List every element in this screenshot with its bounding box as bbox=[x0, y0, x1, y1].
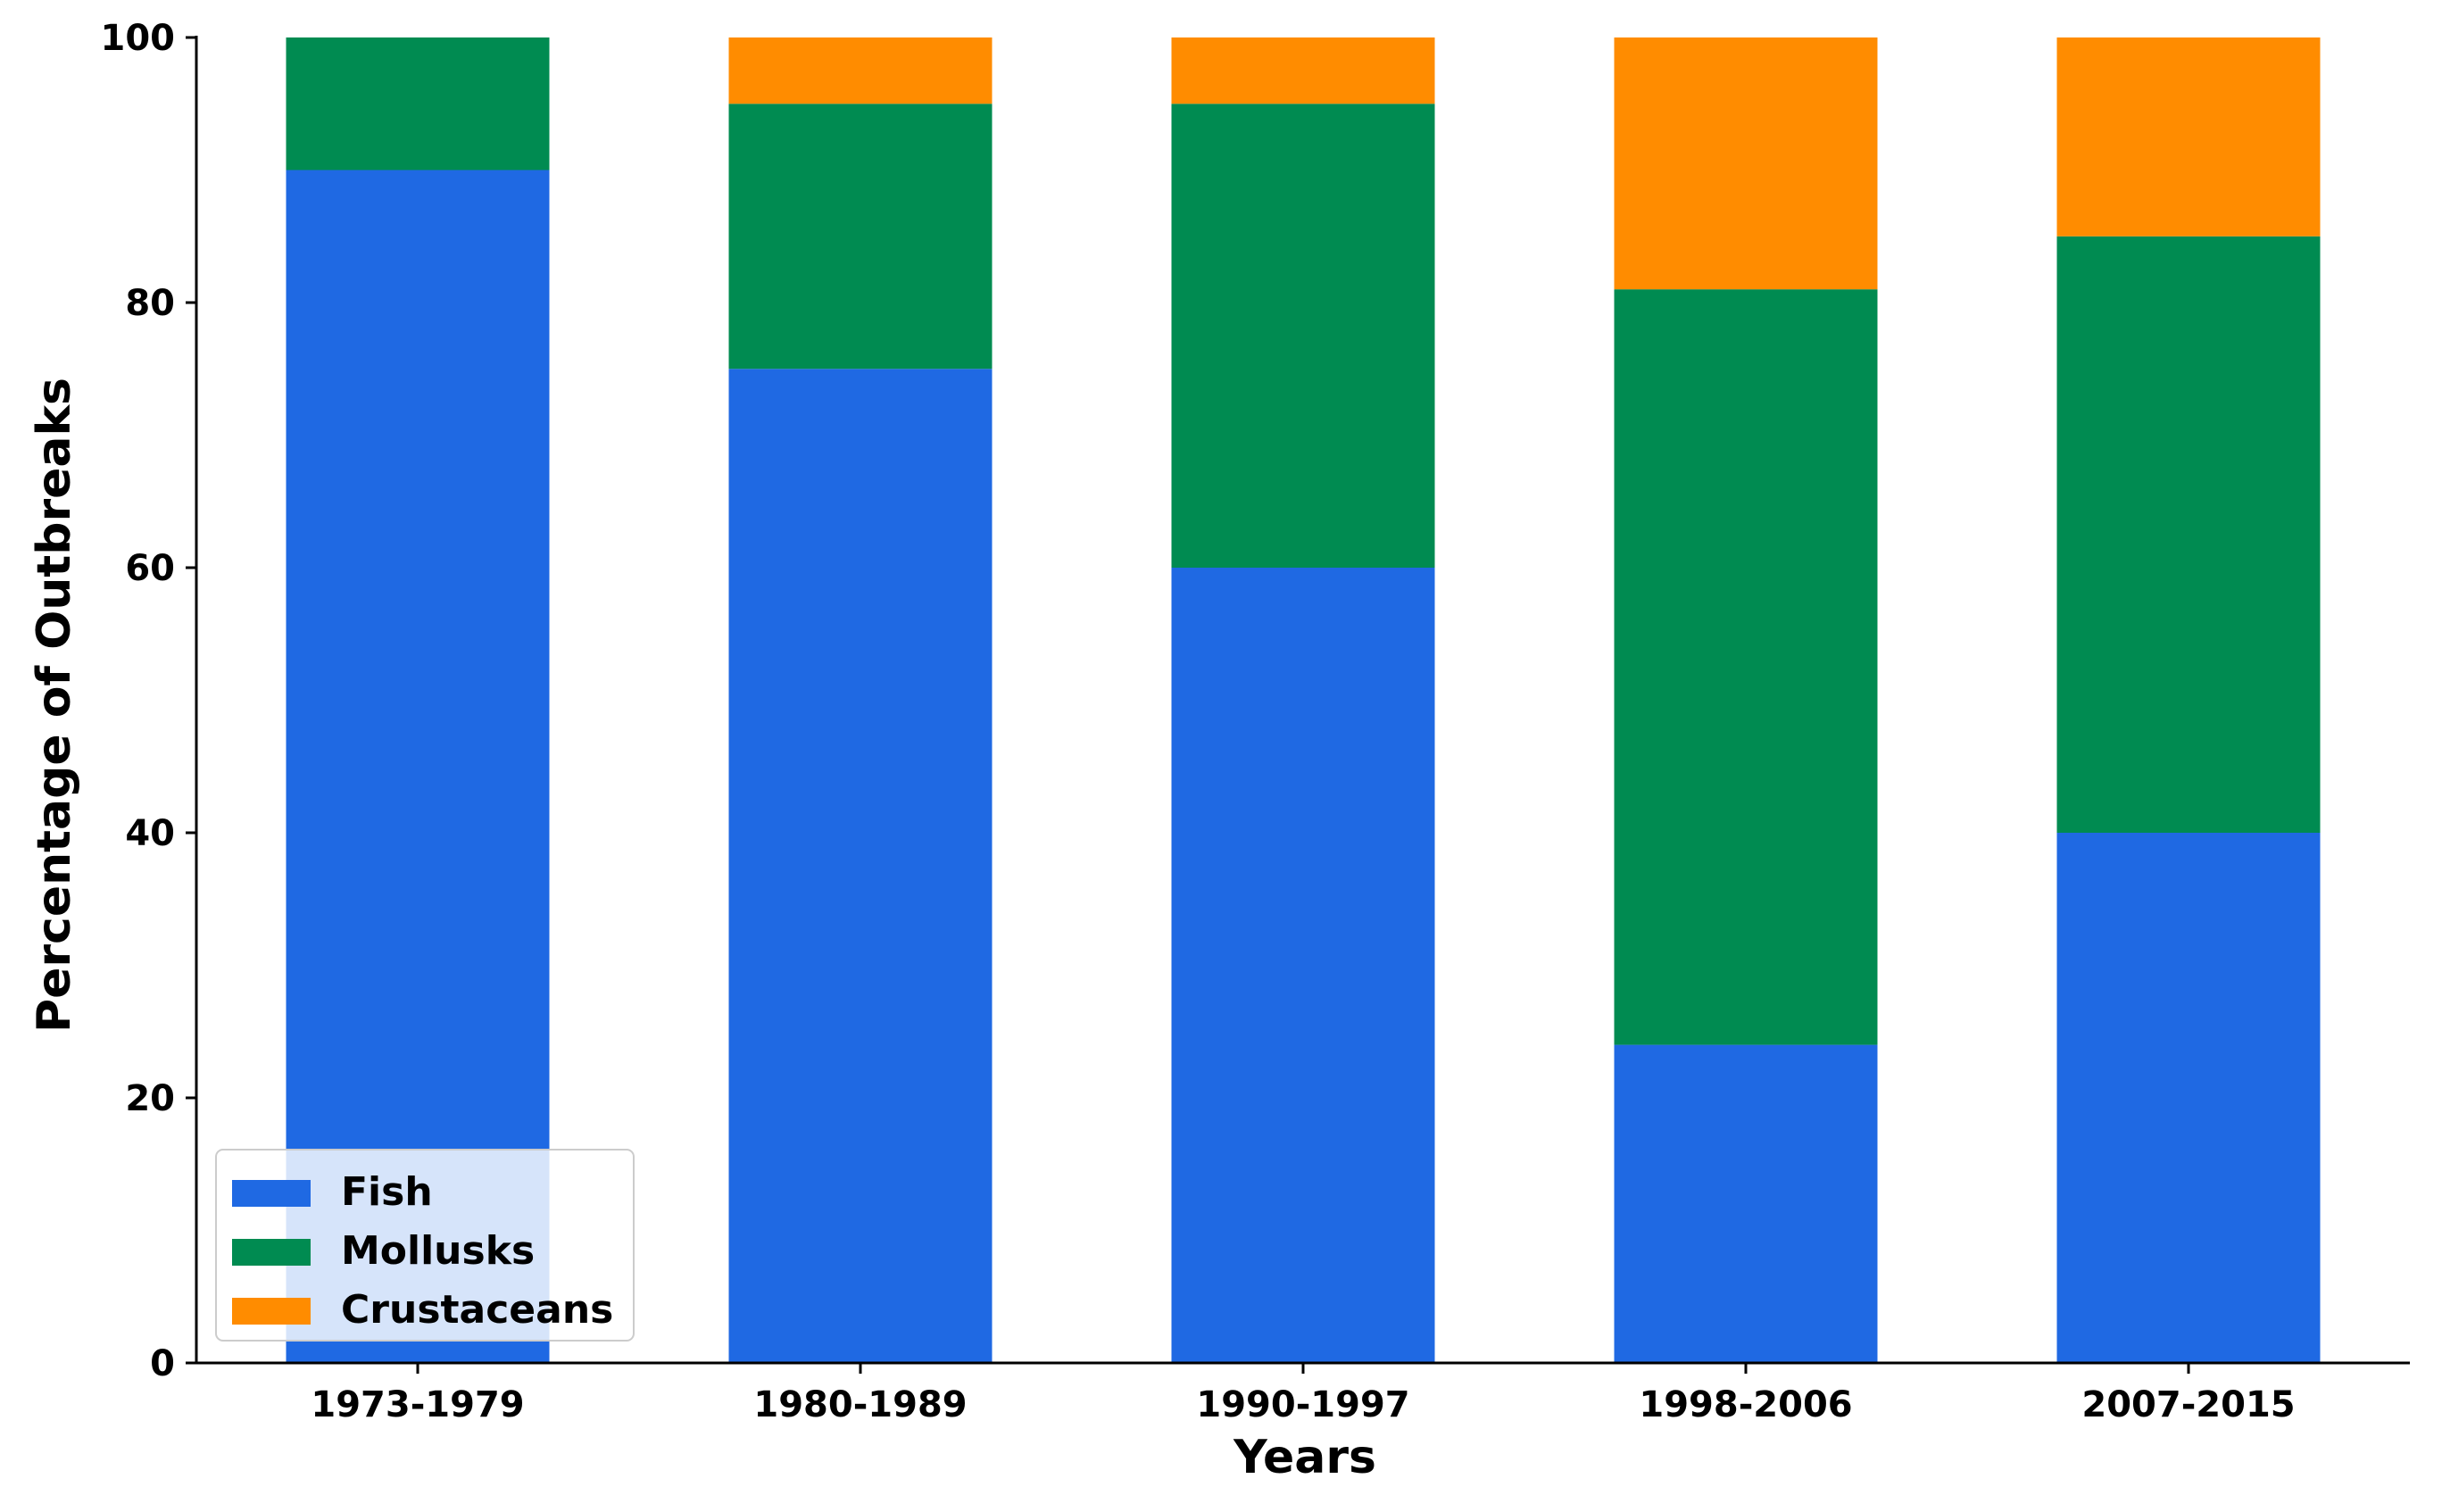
x-tick-label-2: 1990-1997 bbox=[1196, 1384, 1409, 1425]
legend-swatch-mollusks bbox=[232, 1239, 311, 1266]
bar-mollusks-1 bbox=[728, 104, 993, 370]
bars-layer bbox=[286, 37, 2321, 1363]
bar-mollusks-0 bbox=[286, 37, 550, 170]
y-axis-label: Percentage of Outbreaks bbox=[28, 378, 81, 1033]
bar-mollusks-2 bbox=[1171, 104, 1435, 568]
bar-crustaceans-2 bbox=[1171, 37, 1435, 104]
legend: Fish Mollusks Crustaceans bbox=[215, 1149, 635, 1342]
y-tick-label-5: 100 bbox=[101, 18, 176, 59]
x-tick-label-3: 1998-2006 bbox=[1639, 1384, 1852, 1425]
bar-crustaceans-1 bbox=[728, 37, 993, 104]
legend-label-crustaceans: Crustaceans bbox=[341, 1287, 613, 1333]
bar-fish-1 bbox=[728, 369, 993, 1363]
y-tick-label-1: 20 bbox=[125, 1078, 175, 1119]
legend-swatch-fish bbox=[232, 1180, 311, 1207]
legend-swatch-crustaceans bbox=[232, 1298, 311, 1325]
x-tick-label-1: 1980-1989 bbox=[753, 1384, 967, 1425]
y-tick-label-3: 60 bbox=[125, 548, 175, 589]
ticks-layer: 0 20 40 60 80 100 1973-1979 1980-1989 1990-1997 1… bbox=[101, 18, 2296, 1425]
y-tick-label-0: 0 bbox=[150, 1343, 175, 1384]
legend-label-mollusks: Mollusks bbox=[341, 1228, 535, 1274]
bar-mollusks-4 bbox=[2056, 236, 2321, 833]
legend-label-fish: Fish bbox=[341, 1169, 433, 1215]
x-tick-label-4: 2007-2015 bbox=[2081, 1384, 2295, 1425]
legend-box bbox=[215, 1149, 635, 1342]
bar-crustaceans-4 bbox=[2056, 37, 2321, 237]
bar-fish-4 bbox=[2056, 833, 2321, 1363]
x-axis-label: Years bbox=[1233, 1431, 1376, 1484]
bar-fish-2 bbox=[1171, 568, 1435, 1363]
bar-fish-3 bbox=[1614, 1044, 1878, 1363]
bar-mollusks-3 bbox=[1614, 289, 1878, 1045]
y-tick-label-4: 80 bbox=[125, 283, 175, 324]
x-tick-label-0: 1973-1979 bbox=[311, 1384, 524, 1425]
y-tick-label-2: 40 bbox=[125, 813, 175, 854]
bar-crustaceans-3 bbox=[1614, 37, 1878, 290]
